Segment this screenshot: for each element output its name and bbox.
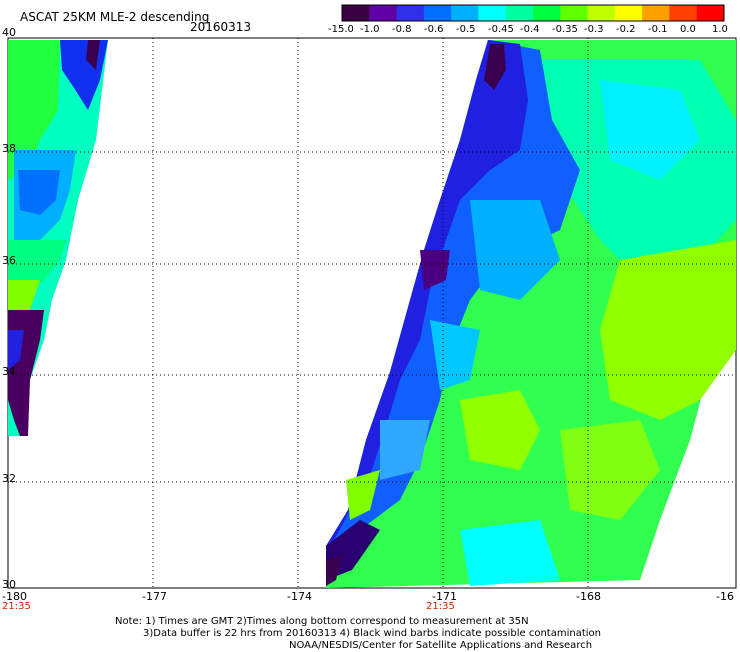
- time-label-right: 21:35: [426, 601, 455, 612]
- note-line-1: Note: 1) Times are GMT 2)Times along bot…: [115, 616, 529, 627]
- legend-label: -0.5: [456, 24, 476, 35]
- swath-left: [8, 40, 108, 436]
- lon-label-177: -177: [142, 590, 167, 603]
- lon-label-171: -171: [432, 590, 457, 603]
- legend-swatch: [423, 5, 452, 21]
- legend-label: -0.1: [648, 24, 668, 35]
- legend-label: -15.0: [328, 24, 354, 35]
- legend-swatch: [533, 5, 561, 21]
- legend-label: -0.4: [520, 24, 540, 35]
- legend-frame: [341, 4, 725, 22]
- legend-swatch: [342, 5, 370, 21]
- legend-label: -0.6: [424, 24, 444, 35]
- legend-swatch: [696, 5, 725, 21]
- note-line-3: NOAA/NESDIS/Center for Satellite Applica…: [289, 640, 593, 651]
- legend-swatch: [451, 5, 479, 21]
- legend-swatch: [669, 5, 698, 21]
- legend-label: -0.2: [616, 24, 636, 35]
- legend-swatch: [478, 5, 507, 21]
- legend-swatch: [642, 5, 670, 21]
- swath-right: [326, 40, 736, 588]
- time-label-left: 21:35: [2, 601, 31, 612]
- legend-swatch: [614, 5, 643, 21]
- legend-label: -0.45: [488, 24, 514, 35]
- legend-swatch: [396, 5, 425, 21]
- legend-label: -0.35: [552, 24, 578, 35]
- legend-swatch: [560, 5, 589, 21]
- lat-label-38: 38: [2, 142, 16, 155]
- lon-label-174: -174: [287, 590, 312, 603]
- lon-label-168: -168: [576, 590, 601, 603]
- legend-label: 0.0: [680, 24, 696, 35]
- product-date: 20160313: [190, 20, 252, 34]
- lat-label-34: 34: [2, 365, 16, 378]
- lon-label-16: -16: [716, 590, 734, 603]
- legend-bar-svg: [341, 4, 725, 22]
- legend-label: 1.0: [712, 24, 728, 35]
- legend-label: -0.3: [584, 24, 604, 35]
- legend-swatch: [369, 5, 398, 21]
- legend-swatch: [505, 5, 534, 21]
- lat-label-30: 30: [2, 578, 16, 591]
- graticule: [8, 38, 736, 588]
- note-line-2: 3)Data buffer is 22 hrs from 20160313 4)…: [143, 628, 601, 639]
- legend-swatch: [587, 5, 616, 21]
- legend-label: -0.8: [392, 24, 412, 35]
- legend-label: -1.0: [360, 24, 380, 35]
- lon-label-180: -180: [2, 590, 27, 603]
- lat-label-32: 32: [2, 472, 16, 485]
- lat-label-40: 40: [2, 26, 16, 39]
- product-title: ASCAT 25KM MLE-2 descending: [20, 10, 210, 24]
- lat-label-36: 36: [2, 254, 16, 267]
